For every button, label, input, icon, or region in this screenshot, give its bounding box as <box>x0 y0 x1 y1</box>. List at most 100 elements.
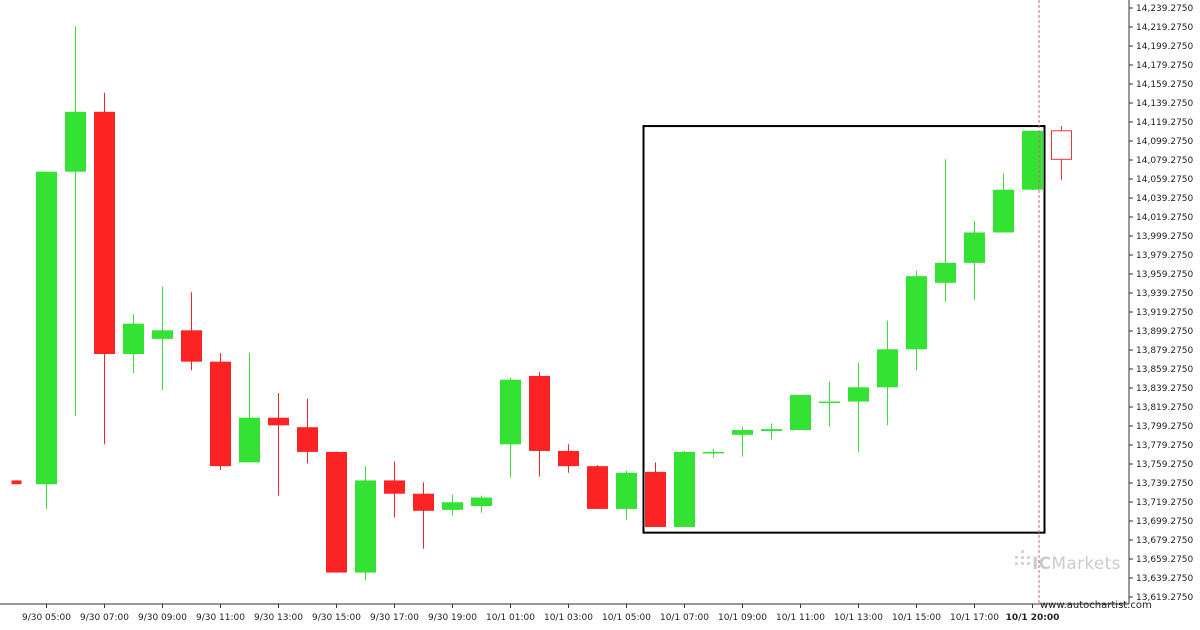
y-tick-label: 13,839.2750 <box>1136 384 1194 394</box>
candle-body <box>500 379 521 445</box>
candle <box>877 320 898 426</box>
y-tick-label: 14,099.2750 <box>1136 137 1194 147</box>
candle-body <box>993 189 1014 233</box>
candle-body <box>558 450 579 467</box>
y-tick-label: 14,139.2750 <box>1136 99 1194 109</box>
y-tick-label: 13,799.2750 <box>1136 422 1194 432</box>
candle-body <box>355 480 376 573</box>
y-tick-label: 14,159.2750 <box>1136 80 1194 90</box>
candle-body <box>761 429 782 432</box>
candle-body <box>384 480 405 494</box>
y-tick-label: 13,659.2750 <box>1136 555 1194 565</box>
candle-body <box>94 111 115 355</box>
candle <box>906 270 927 371</box>
x-tick-label: 10/1 17:00 <box>950 613 999 623</box>
y-tick-label: 13,919.2750 <box>1136 308 1194 318</box>
x-tick-label: 10/1 05:00 <box>602 613 651 623</box>
candle <box>500 377 521 478</box>
candle <box>558 444 579 473</box>
x-tick-label: 10/1 03:00 <box>544 613 593 623</box>
y-tick-label: 13,979.2750 <box>1136 251 1194 261</box>
candle <box>703 449 724 458</box>
x-tick-label: 9/30 13:00 <box>254 613 303 623</box>
y-tick-label: 13,899.2750 <box>1136 327 1194 337</box>
x-tick-label: 10/1 11:00 <box>776 613 825 623</box>
pattern-box <box>642 125 1046 534</box>
candle-body <box>239 417 260 463</box>
candle <box>384 461 405 518</box>
y-tick-label: 14,219.2750 <box>1136 23 1194 33</box>
candle-body <box>65 111 86 172</box>
candle <box>94 92 115 445</box>
candles-layer <box>11 26 1072 581</box>
x-tick-label: 9/30 15:00 <box>312 613 361 623</box>
brand-logo: ICMarkets <box>1015 550 1121 574</box>
x-tick-label: 9/30 09:00 <box>138 613 187 623</box>
candle-body <box>645 471 666 527</box>
candle <box>65 26 86 416</box>
x-tick-label: 10/1 13:00 <box>834 613 883 623</box>
candle-body <box>297 427 318 452</box>
candle <box>268 393 289 496</box>
x-tick-label: 10/1 07:00 <box>660 613 709 623</box>
candle-body <box>11 480 22 485</box>
y-tick-label: 13,639.2750 <box>1136 574 1194 584</box>
y-axis: 14,239.2750 14,219.2750 14,199.2750 14,179.… <box>1128 0 1194 604</box>
x-tick-label: 10/1 01:00 <box>486 613 535 623</box>
candle <box>11 480 22 485</box>
candle <box>152 286 173 391</box>
candle-body <box>529 375 550 451</box>
candle-body <box>674 451 695 527</box>
y-tick-label: 13,759.2750 <box>1136 460 1194 470</box>
candle <box>935 159 956 302</box>
y-tick-label: 13,939.2750 <box>1136 289 1194 299</box>
brand-name-rest: Markets <box>1051 554 1120 574</box>
y-tick-label: 14,039.2750 <box>1136 194 1194 204</box>
candle-body <box>819 401 840 404</box>
y-tick-label: 13,819.2750 <box>1136 403 1194 413</box>
candle-body <box>326 451 347 573</box>
y-tick-label: 13,679.2750 <box>1136 536 1194 546</box>
candle-body <box>732 430 753 435</box>
y-tick-label: 14,199.2750 <box>1136 42 1194 52</box>
y-tick-label: 13,999.2750 <box>1136 232 1194 242</box>
y-tick-label: 14,059.2750 <box>1136 175 1194 185</box>
y-tick-label: 14,179.2750 <box>1136 61 1194 71</box>
candle-body <box>471 497 492 507</box>
svg-text:ICMarkets: ICMarkets <box>1032 554 1121 574</box>
candle <box>587 465 608 509</box>
y-tick-label: 13,699.2750 <box>1136 517 1194 527</box>
brand-name-ic: IC <box>1032 554 1051 574</box>
candle-body <box>268 417 289 426</box>
candle-body <box>616 472 637 509</box>
candle <box>355 466 376 581</box>
x-tick-label: 9/30 17:00 <box>370 613 419 623</box>
candle-body <box>442 502 463 510</box>
candle-body <box>1051 130 1072 160</box>
candle-body <box>877 349 898 388</box>
candle-body <box>413 493 434 511</box>
candle <box>123 314 144 374</box>
y-tick-label: 13,879.2750 <box>1136 346 1194 356</box>
y-tick-label: 14,239.2750 <box>1136 4 1194 14</box>
candle-body <box>210 361 231 467</box>
candle <box>413 482 434 549</box>
y-tick-label: 14,019.2750 <box>1136 213 1194 223</box>
x-axis: 9/30 05:00 9/30 07:00 9/30 09:00 9/30 11:00… <box>0 603 1129 623</box>
candle <box>529 372 550 477</box>
candle <box>819 381 840 427</box>
candle <box>616 470 637 521</box>
candle <box>471 495 492 513</box>
y-tick-label: 13,739.2750 <box>1136 479 1194 489</box>
y-tick-label: 13,859.2750 <box>1136 365 1194 375</box>
x-tick-label: 9/30 19:00 <box>428 613 477 623</box>
candle-body <box>152 330 173 339</box>
candle <box>848 362 869 452</box>
candle <box>326 451 347 573</box>
x-tick-label: 9/30 07:00 <box>80 613 129 623</box>
pattern-box-layer <box>642 125 1046 534</box>
candle <box>761 423 782 440</box>
candle-body <box>906 276 927 350</box>
candle-body <box>935 262 956 283</box>
